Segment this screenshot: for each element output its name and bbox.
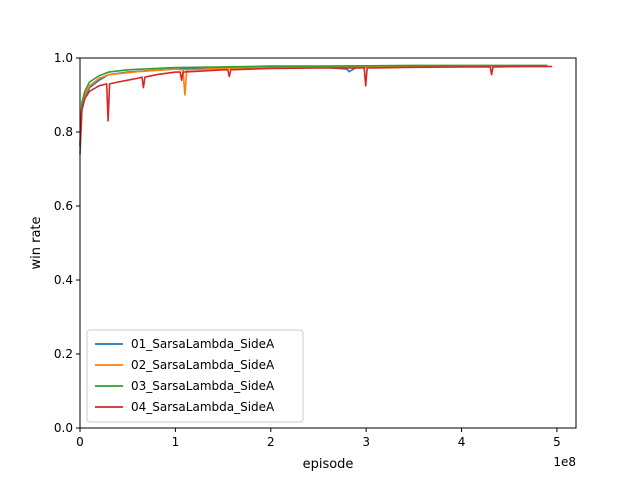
series-line-3: [79, 64, 548, 144]
series-line-1: [79, 65, 548, 155]
series-line-4: [79, 65, 553, 147]
y-tick-label: 0.0: [54, 421, 73, 435]
series-line-2: [79, 65, 548, 147]
legend-entry-label: 03_SarsaLambda_SideA: [131, 379, 275, 393]
legend-entry-label: 01_SarsaLambda_SideA: [131, 337, 275, 351]
legend-box: [86, 329, 304, 423]
x-axis-offset-label: 1e8: [553, 455, 576, 469]
y-axis-label: win rate: [29, 216, 44, 269]
x-tick-label: 1: [172, 435, 180, 449]
y-tick-label: 1.0: [54, 51, 73, 65]
y-axis-ticks: 0.0 0.2 0.4 0.6 0.8 1.0: [54, 51, 80, 435]
legend-entry-label: 02_SarsaLambda_SideA: [131, 358, 275, 372]
y-tick-label: 0.4: [54, 273, 73, 287]
x-tick-label: 4: [458, 435, 466, 449]
y-tick-label: 0.8: [54, 125, 73, 139]
x-tick-label: 2: [267, 435, 275, 449]
y-tick-label: 0.2: [54, 347, 73, 361]
y-tick-label: 0.6: [54, 199, 73, 213]
x-axis-label: episode: [303, 457, 354, 472]
plot-area: [79, 64, 553, 155]
x-tick-label: 3: [362, 435, 370, 449]
legend: 01_SarsaLambda_SideA 02_SarsaLambda_SideA…: [86, 329, 304, 423]
legend-entry-label: 04_SarsaLambda_SideA: [131, 400, 275, 414]
axes-frame: [79, 57, 577, 429]
x-axis-ticks: 0 1 2 3 4 5: [76, 428, 561, 449]
x-tick-label: 0: [76, 435, 84, 449]
x-tick-label: 5: [553, 435, 561, 449]
